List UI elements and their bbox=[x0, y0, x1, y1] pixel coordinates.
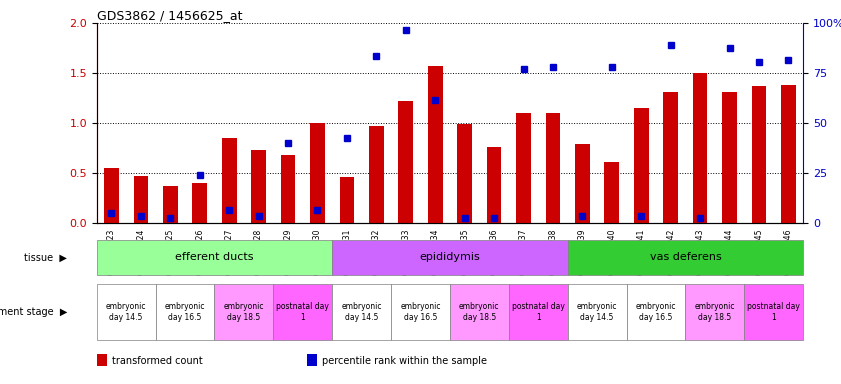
Bar bbox=[428, 66, 442, 223]
Text: embryonic
day 14.5: embryonic day 14.5 bbox=[106, 302, 146, 322]
Bar bbox=[516, 113, 531, 223]
Bar bbox=[104, 168, 119, 223]
Bar bbox=[627, 284, 685, 340]
Bar bbox=[722, 92, 737, 223]
Bar bbox=[222, 138, 236, 223]
Bar bbox=[156, 284, 214, 340]
Bar bbox=[369, 126, 383, 223]
Text: embryonic
day 18.5: embryonic day 18.5 bbox=[695, 302, 735, 322]
Bar bbox=[575, 144, 590, 223]
Bar bbox=[391, 284, 450, 340]
Bar bbox=[163, 186, 177, 223]
Bar bbox=[752, 86, 766, 223]
Bar bbox=[568, 240, 803, 275]
Bar bbox=[332, 240, 568, 275]
Text: postnatal day
1: postnatal day 1 bbox=[748, 302, 800, 322]
Bar bbox=[781, 85, 796, 223]
Text: efferent ducts: efferent ducts bbox=[175, 252, 254, 262]
Bar bbox=[546, 113, 560, 223]
Bar bbox=[450, 284, 509, 340]
Bar bbox=[605, 162, 619, 223]
Bar bbox=[214, 284, 273, 340]
Text: development stage  ▶: development stage ▶ bbox=[0, 307, 67, 317]
Text: embryonic
day 16.5: embryonic day 16.5 bbox=[636, 302, 676, 322]
Bar bbox=[509, 284, 568, 340]
Bar bbox=[134, 176, 148, 223]
Text: embryonic
day 16.5: embryonic day 16.5 bbox=[400, 302, 441, 322]
Bar bbox=[310, 123, 325, 223]
Bar bbox=[568, 284, 627, 340]
Text: transformed count: transformed count bbox=[112, 356, 203, 366]
Text: epididymis: epididymis bbox=[420, 252, 480, 262]
Bar bbox=[634, 108, 648, 223]
Text: percentile rank within the sample: percentile rank within the sample bbox=[322, 356, 487, 366]
Bar bbox=[664, 92, 678, 223]
Bar bbox=[458, 124, 472, 223]
Bar bbox=[340, 177, 354, 223]
Bar bbox=[399, 101, 413, 223]
Bar bbox=[693, 73, 707, 223]
Bar bbox=[332, 284, 391, 340]
Text: embryonic
day 14.5: embryonic day 14.5 bbox=[341, 302, 382, 322]
Bar bbox=[744, 284, 803, 340]
Bar bbox=[685, 284, 744, 340]
Bar bbox=[273, 284, 332, 340]
Text: embryonic
day 14.5: embryonic day 14.5 bbox=[577, 302, 617, 322]
Bar bbox=[97, 240, 332, 275]
Bar bbox=[487, 147, 501, 223]
Text: vas deferens: vas deferens bbox=[649, 252, 722, 262]
Text: embryonic
day 18.5: embryonic day 18.5 bbox=[224, 302, 264, 322]
Bar bbox=[193, 183, 207, 223]
Text: postnatal day
1: postnatal day 1 bbox=[512, 302, 564, 322]
Text: embryonic
day 18.5: embryonic day 18.5 bbox=[459, 302, 500, 322]
Bar bbox=[251, 150, 266, 223]
Text: GDS3862 / 1456625_at: GDS3862 / 1456625_at bbox=[97, 9, 242, 22]
Text: embryonic
day 16.5: embryonic day 16.5 bbox=[165, 302, 205, 322]
Text: tissue  ▶: tissue ▶ bbox=[24, 252, 67, 262]
Bar bbox=[281, 155, 295, 223]
Bar bbox=[97, 284, 156, 340]
Text: postnatal day
1: postnatal day 1 bbox=[277, 302, 329, 322]
